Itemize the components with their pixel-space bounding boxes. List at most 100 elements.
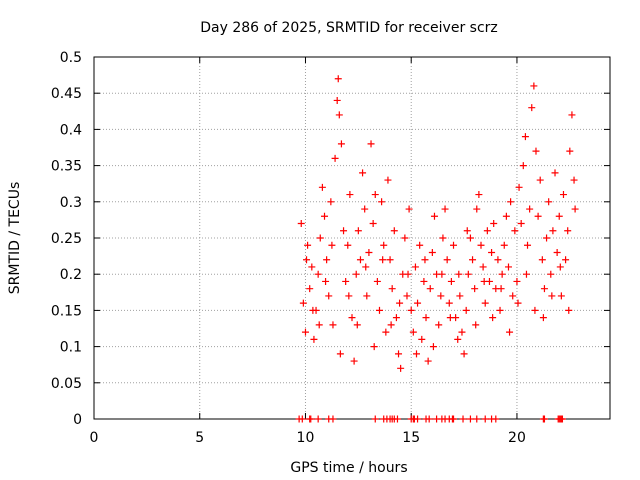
data-point <box>562 256 570 264</box>
data-point <box>531 306 539 314</box>
data-point <box>409 328 417 336</box>
data-point <box>536 176 544 184</box>
data-point <box>308 263 316 271</box>
data-point <box>405 205 413 213</box>
data-point <box>489 314 497 322</box>
data-point <box>329 321 337 329</box>
x-tick-labels: 0 5 10 15 20 <box>90 430 526 446</box>
data-point <box>333 96 341 104</box>
data-point <box>524 241 532 249</box>
data-point <box>471 285 479 293</box>
data-point <box>390 227 398 235</box>
data-point <box>336 350 344 358</box>
chart-title: Day 286 of 2025, SRMTID for receiver scr… <box>200 20 498 36</box>
data-point <box>504 263 512 271</box>
zero-data-point <box>450 415 458 423</box>
data-point <box>498 270 506 278</box>
data-point <box>521 133 529 141</box>
data-point <box>420 277 428 285</box>
data-point <box>363 292 371 300</box>
zero-data-point <box>481 415 489 423</box>
data-point <box>553 248 561 256</box>
data-point <box>401 234 409 242</box>
y-tick-label: 0 <box>73 412 82 428</box>
data-point <box>439 234 447 242</box>
data-point <box>380 241 388 249</box>
data-point <box>570 176 578 184</box>
data-point <box>515 183 523 191</box>
data-point <box>483 227 491 235</box>
data-point <box>480 277 488 285</box>
data-point <box>564 227 572 235</box>
zero-data-point <box>473 415 481 423</box>
data-point <box>477 241 485 249</box>
data-point <box>371 191 379 199</box>
data-point <box>500 241 508 249</box>
data-point <box>511 227 519 235</box>
data-point <box>418 335 426 343</box>
data-point <box>497 285 505 293</box>
data-point <box>328 241 336 249</box>
data-point <box>303 256 311 264</box>
data-point <box>519 162 527 170</box>
data-point <box>345 292 353 300</box>
zero-data-point <box>492 415 500 423</box>
data-point <box>352 270 360 278</box>
data-point <box>350 357 358 365</box>
data-point <box>337 140 345 148</box>
y-tick-label: 0.25 <box>51 231 82 247</box>
data-point <box>565 306 573 314</box>
zero-data-point <box>298 415 306 423</box>
data-point <box>361 205 369 213</box>
data-point <box>424 357 432 365</box>
data-point <box>331 154 339 162</box>
data-point <box>534 212 542 220</box>
data-point <box>387 321 395 329</box>
data-point <box>509 292 517 300</box>
data-point <box>540 285 548 293</box>
zero-data-point <box>414 415 422 423</box>
data-point <box>528 104 536 112</box>
data-point <box>388 285 396 293</box>
data-point <box>472 321 480 329</box>
data-point <box>551 169 559 177</box>
data-point <box>370 343 378 351</box>
y-tick-label: 0.1 <box>60 340 82 356</box>
y-axis-title: SRMTID / TECUs <box>7 182 23 295</box>
data-point <box>568 111 576 119</box>
data-point <box>530 82 538 90</box>
data-point <box>514 299 522 307</box>
axis-ticks <box>93 56 610 420</box>
data-point <box>340 227 348 235</box>
y-tick-label: 0.5 <box>60 50 82 66</box>
data-point <box>522 270 530 278</box>
data-point <box>335 111 343 119</box>
data-point <box>323 256 331 264</box>
data-point <box>297 220 305 228</box>
data-point <box>447 277 455 285</box>
data-point <box>458 328 466 336</box>
data-point <box>435 321 443 329</box>
data-point <box>538 256 546 264</box>
data-point <box>559 191 567 199</box>
data-point <box>378 198 386 206</box>
data-point <box>548 292 556 300</box>
data-point <box>502 212 510 220</box>
data-point <box>367 140 375 148</box>
data-point <box>496 306 504 314</box>
data-point <box>450 241 458 249</box>
data-point <box>464 270 472 278</box>
data-point <box>373 277 381 285</box>
data-point <box>454 335 462 343</box>
data-point <box>507 198 515 206</box>
y-tick-label: 0.45 <box>51 86 82 102</box>
data-point <box>543 234 551 242</box>
data-point <box>429 343 437 351</box>
data-point <box>428 248 436 256</box>
data-point <box>494 256 502 264</box>
data-point <box>369 220 377 228</box>
x-tick-label: 0 <box>90 430 99 446</box>
data-point <box>469 256 477 264</box>
data-point <box>506 328 514 336</box>
